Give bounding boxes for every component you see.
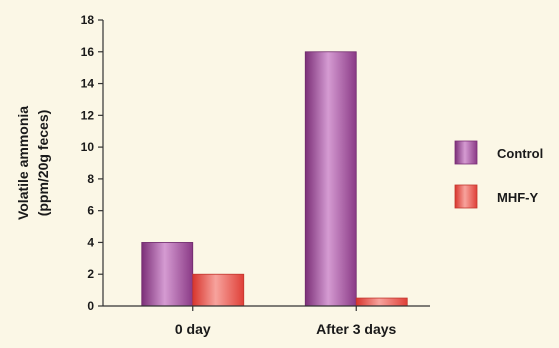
bar-control-0	[141, 242, 194, 307]
y-axis-title-line-1: Volatile ammonia	[15, 106, 31, 220]
legend-swatch-mhf-y	[454, 184, 478, 209]
bar-mhf-y-0	[192, 273, 245, 307]
y-tick-label: 2	[87, 267, 94, 281]
legend: Control MHF-Y	[454, 140, 543, 209]
y-tick-label: 16	[81, 45, 95, 59]
y-tick-label: 12	[81, 108, 95, 122]
y-axis: 0 2 4 6 8 10 12 14 16 18	[81, 13, 104, 313]
bar-mhf-y-1	[355, 297, 408, 307]
y-tick-label: 8	[87, 172, 94, 186]
y-tick-label: 18	[81, 13, 95, 27]
y-tick-label: 10	[81, 140, 95, 154]
legend-swatch-control	[454, 140, 478, 165]
y-tick-label: 0	[87, 299, 94, 313]
bars-group	[141, 51, 408, 307]
x-tick-label: After 3 days	[316, 321, 396, 337]
y-tick-label: 4	[87, 235, 94, 249]
legend-label-control: Control	[497, 146, 543, 161]
y-axis-title-line-2: (ppm/20g feces)	[35, 110, 51, 217]
y-tick-label: 6	[87, 204, 94, 218]
y-tick-label: 14	[81, 77, 95, 91]
legend-label-mhf-y: MHF-Y	[497, 190, 538, 205]
bar-control-1	[304, 51, 357, 307]
x-axis: 0 day After 3 days	[103, 305, 430, 337]
y-axis-title: Volatile ammonia (ppm/20g feces)	[15, 106, 51, 220]
x-tick-label: 0 day	[175, 321, 211, 337]
